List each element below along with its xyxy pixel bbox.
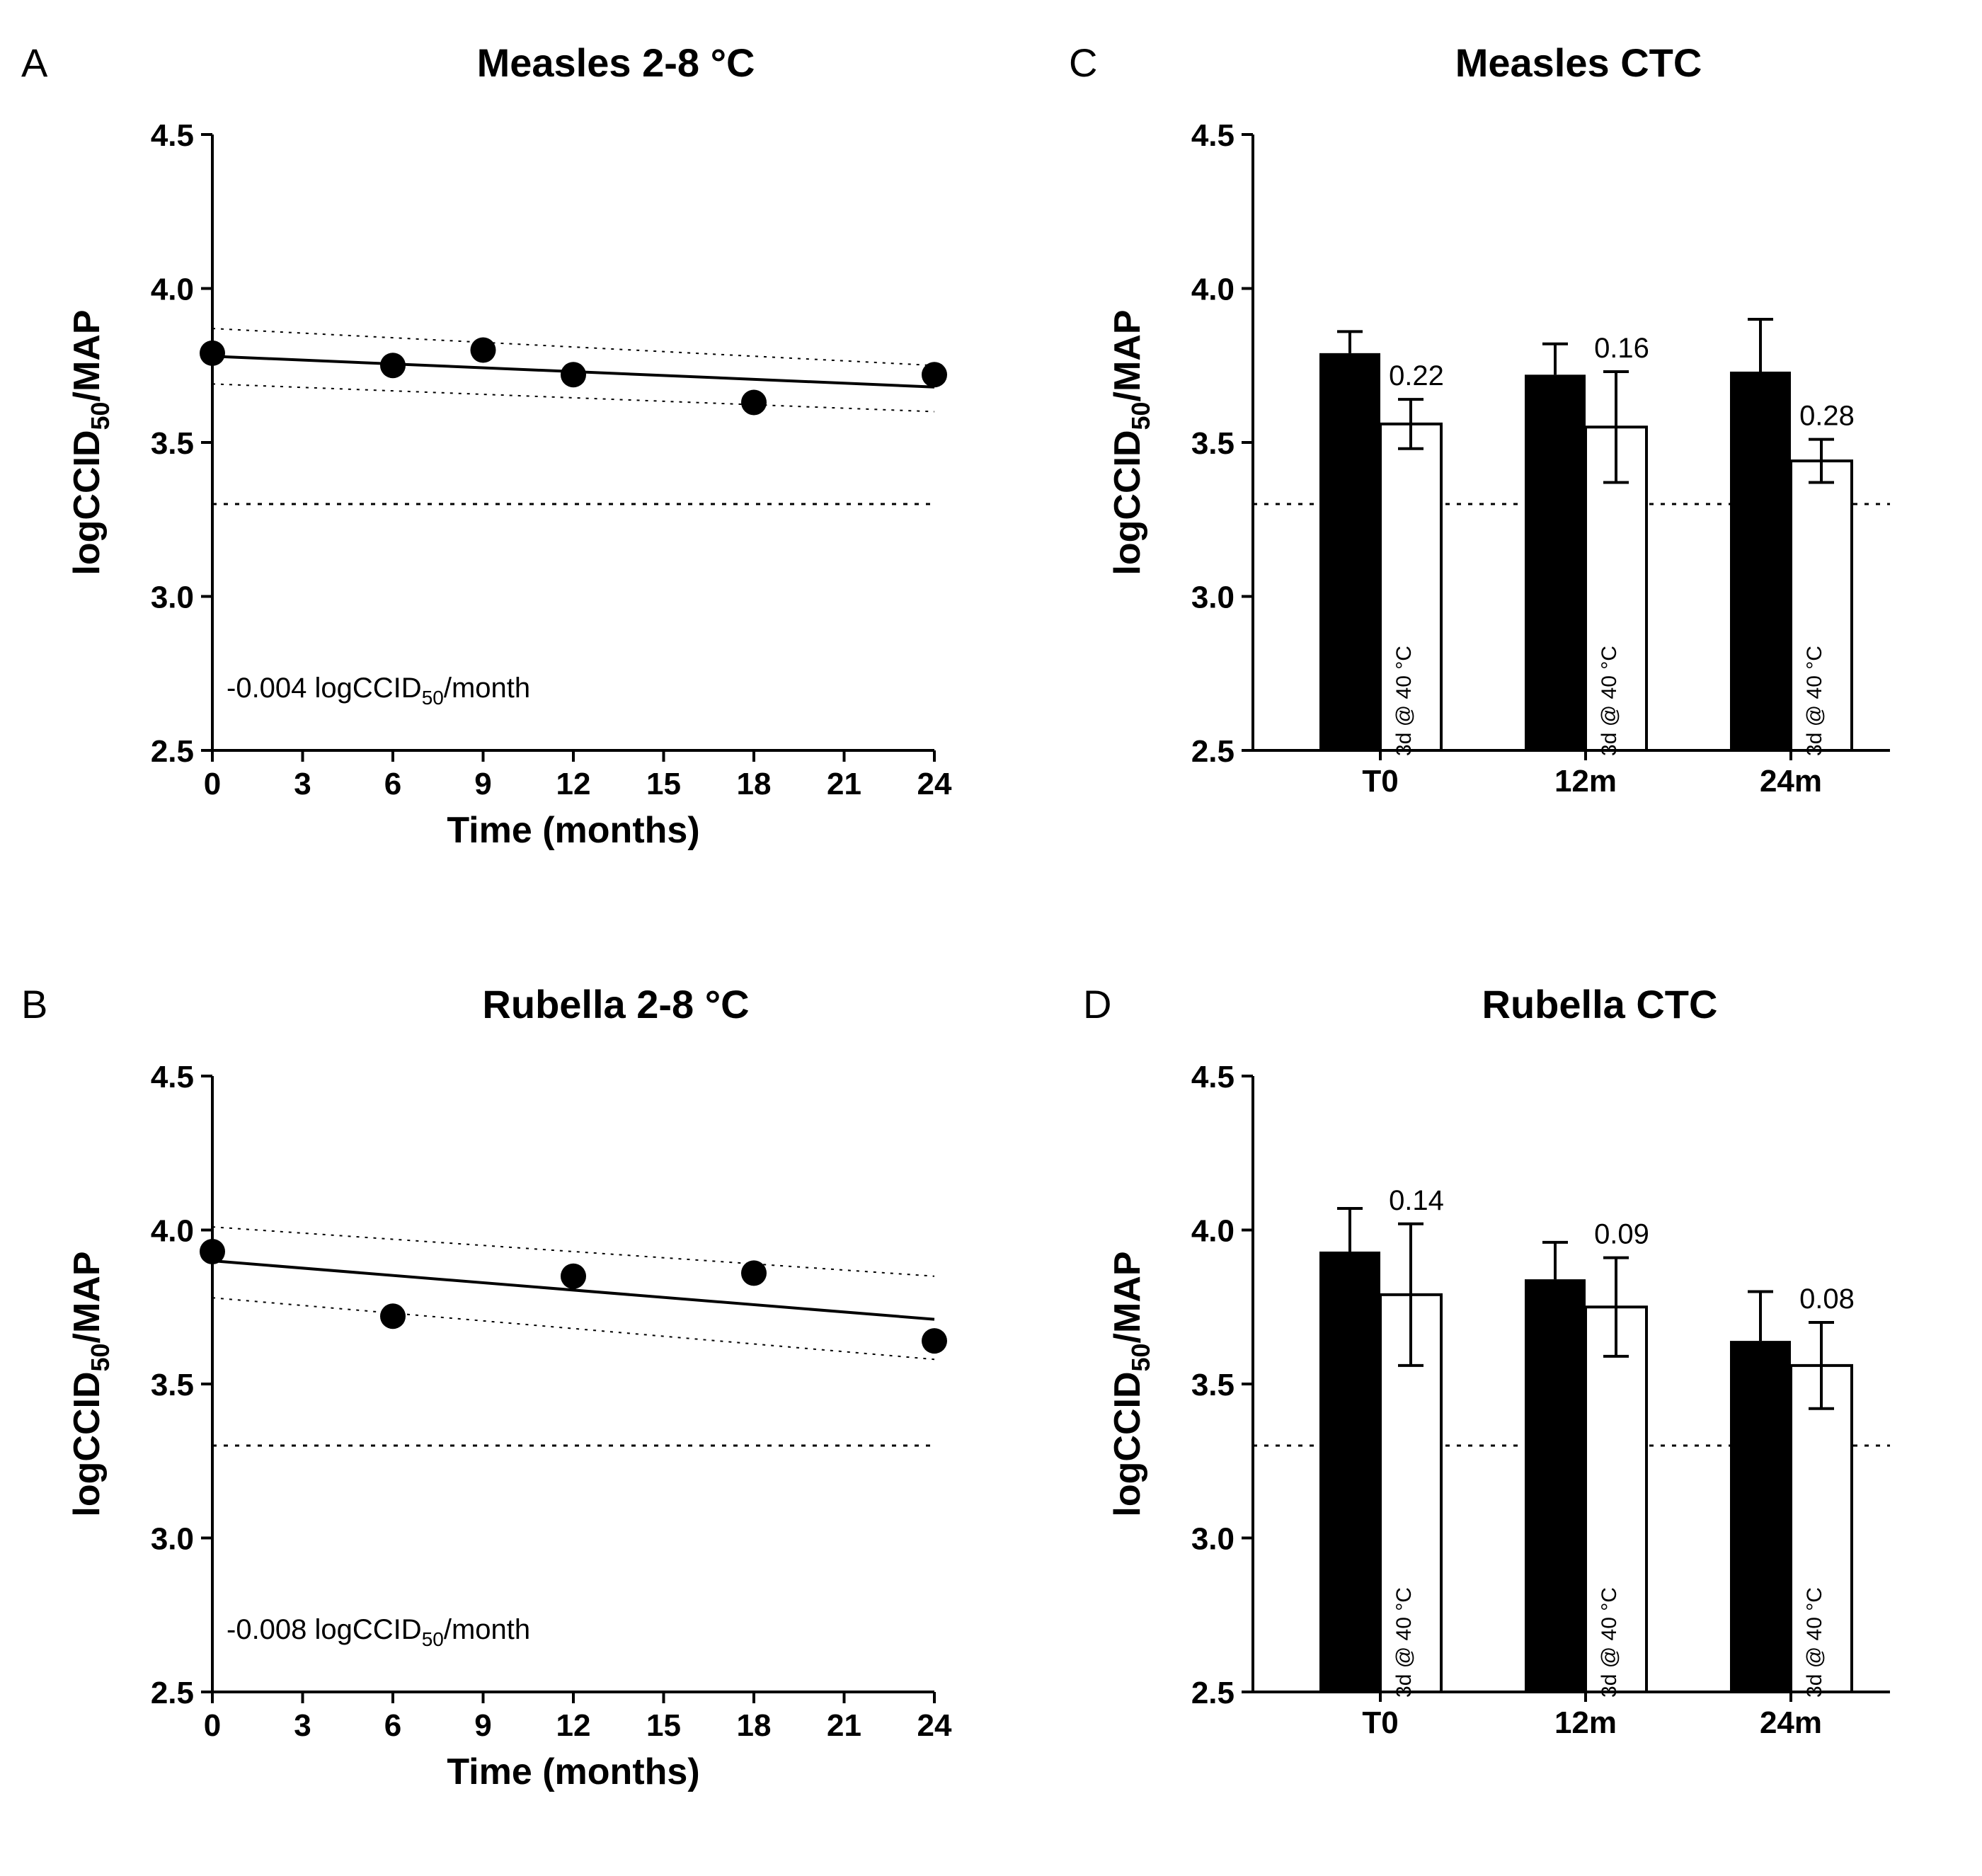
svg-text:3.5: 3.5 bbox=[151, 426, 194, 461]
svg-text:21: 21 bbox=[827, 1708, 861, 1743]
svg-text:9: 9 bbox=[474, 1708, 491, 1743]
svg-text:24: 24 bbox=[917, 1708, 952, 1743]
svg-text:12m: 12m bbox=[1554, 1705, 1617, 1740]
svg-text:15: 15 bbox=[646, 1708, 681, 1743]
svg-text:3.0: 3.0 bbox=[1191, 580, 1235, 615]
svg-text:logCCID50/MAP: logCCID50/MAP bbox=[67, 1251, 115, 1516]
svg-text:6: 6 bbox=[384, 1708, 401, 1743]
svg-text:4.5: 4.5 bbox=[151, 1060, 194, 1094]
svg-text:0.16: 0.16 bbox=[1594, 333, 1649, 364]
svg-text:3.5: 3.5 bbox=[151, 1368, 194, 1402]
svg-text:3d @ 40 °C: 3d @ 40 °C bbox=[1392, 646, 1416, 756]
svg-text:3d @ 40 °C: 3d @ 40 °C bbox=[1598, 1587, 1621, 1698]
svg-text:4.0: 4.0 bbox=[1191, 273, 1235, 307]
svg-text:0.09: 0.09 bbox=[1594, 1219, 1649, 1250]
svg-text:logCCID50/MAP: logCCID50/MAP bbox=[1107, 309, 1155, 575]
svg-text:3: 3 bbox=[294, 1708, 311, 1743]
panel-label-a: A bbox=[21, 40, 47, 86]
svg-text:0: 0 bbox=[204, 767, 221, 801]
svg-text:4.5: 4.5 bbox=[1191, 118, 1235, 153]
svg-text:4.0: 4.0 bbox=[151, 1214, 194, 1249]
svg-text:logCCID50/MAP: logCCID50/MAP bbox=[1107, 1251, 1155, 1516]
chart-rubella-ctc: 2.5 3.0 3.5 4.0 4.5 logCCID50/MAP 0.14 3d @ 40 … bbox=[1090, 1048, 1975, 1819]
svg-text:Time (months): Time (months) bbox=[447, 810, 699, 851]
svg-text:18: 18 bbox=[737, 1708, 772, 1743]
svg-text:6: 6 bbox=[384, 767, 401, 801]
svg-text:3.5: 3.5 bbox=[1191, 1368, 1235, 1402]
svg-text:4.0: 4.0 bbox=[1191, 1214, 1235, 1249]
svg-text:2.5: 2.5 bbox=[151, 734, 194, 769]
title-d: Rubella CTC bbox=[1317, 981, 1883, 1027]
svg-text:logCCID50/MAP: logCCID50/MAP bbox=[67, 309, 115, 575]
svg-text:0.28: 0.28 bbox=[1799, 401, 1855, 432]
svg-text:0.14: 0.14 bbox=[1389, 1185, 1444, 1216]
svg-text:0.22: 0.22 bbox=[1389, 360, 1444, 391]
svg-text:T0: T0 bbox=[1362, 1705, 1398, 1740]
svg-text:4.0: 4.0 bbox=[151, 273, 194, 307]
svg-text:3d @ 40 °C: 3d @ 40 °C bbox=[1803, 1587, 1826, 1698]
svg-text:3.0: 3.0 bbox=[151, 1522, 194, 1557]
panel-label-b: B bbox=[21, 981, 47, 1027]
svg-text:Time (months): Time (months) bbox=[447, 1751, 699, 1792]
panel-label-d: D bbox=[1083, 981, 1111, 1027]
svg-text:24m: 24m bbox=[1760, 1705, 1822, 1740]
svg-text:3.5: 3.5 bbox=[1191, 426, 1235, 461]
svg-text:3d @ 40 °C: 3d @ 40 °C bbox=[1598, 646, 1621, 756]
svg-text:0.08: 0.08 bbox=[1799, 1283, 1855, 1315]
svg-text:24m: 24m bbox=[1760, 764, 1822, 799]
svg-text:3.0: 3.0 bbox=[1191, 1522, 1235, 1557]
chart-measles-ctc: 2.5 3.0 3.5 4.0 4.5 logCCID50/MAP 0.22 3d @ 40 … bbox=[1090, 106, 1975, 878]
svg-text:-0.008 logCCID50/month: -0.008 logCCID50/month bbox=[227, 1614, 530, 1650]
chart-rubella-28: 2.5 3.0 3.5 4.0 4.5 0 3 6 9 12 15 18 21 24 Time (month… bbox=[50, 1048, 1055, 1876]
svg-text:12: 12 bbox=[556, 1708, 591, 1743]
svg-text:4.5: 4.5 bbox=[1191, 1060, 1235, 1094]
chart-measles-28: 2.5 3.0 3.5 4.0 4.5 0 3 6 9 12 15 18 21 24 Time (month… bbox=[50, 106, 1055, 934]
svg-text:24: 24 bbox=[917, 767, 952, 801]
svg-text:3d @ 40 °C: 3d @ 40 °C bbox=[1803, 646, 1826, 756]
title-c: Measles CTC bbox=[1295, 40, 1862, 86]
svg-text:0: 0 bbox=[204, 1708, 221, 1743]
svg-text:12: 12 bbox=[556, 767, 591, 801]
svg-text:9: 9 bbox=[474, 767, 491, 801]
svg-text:2.5: 2.5 bbox=[151, 1676, 194, 1710]
svg-text:12m: 12m bbox=[1554, 764, 1617, 799]
svg-text:2.5: 2.5 bbox=[1191, 1676, 1235, 1710]
svg-text:3.0: 3.0 bbox=[151, 580, 194, 615]
svg-text:T0: T0 bbox=[1362, 764, 1398, 799]
title-b: Rubella 2-8 °C bbox=[297, 981, 934, 1027]
svg-text:21: 21 bbox=[827, 767, 861, 801]
panel-label-c: C bbox=[1069, 40, 1097, 86]
svg-text:2.5: 2.5 bbox=[1191, 734, 1235, 769]
svg-text:3: 3 bbox=[294, 767, 311, 801]
svg-text:4.5: 4.5 bbox=[151, 118, 194, 153]
title-a: Measles 2-8 °C bbox=[297, 40, 934, 86]
svg-text:3d @ 40 °C: 3d @ 40 °C bbox=[1392, 1587, 1416, 1698]
svg-text:15: 15 bbox=[646, 767, 681, 801]
svg-text:-0.004 logCCID50/month: -0.004 logCCID50/month bbox=[227, 673, 530, 709]
svg-text:18: 18 bbox=[737, 767, 772, 801]
